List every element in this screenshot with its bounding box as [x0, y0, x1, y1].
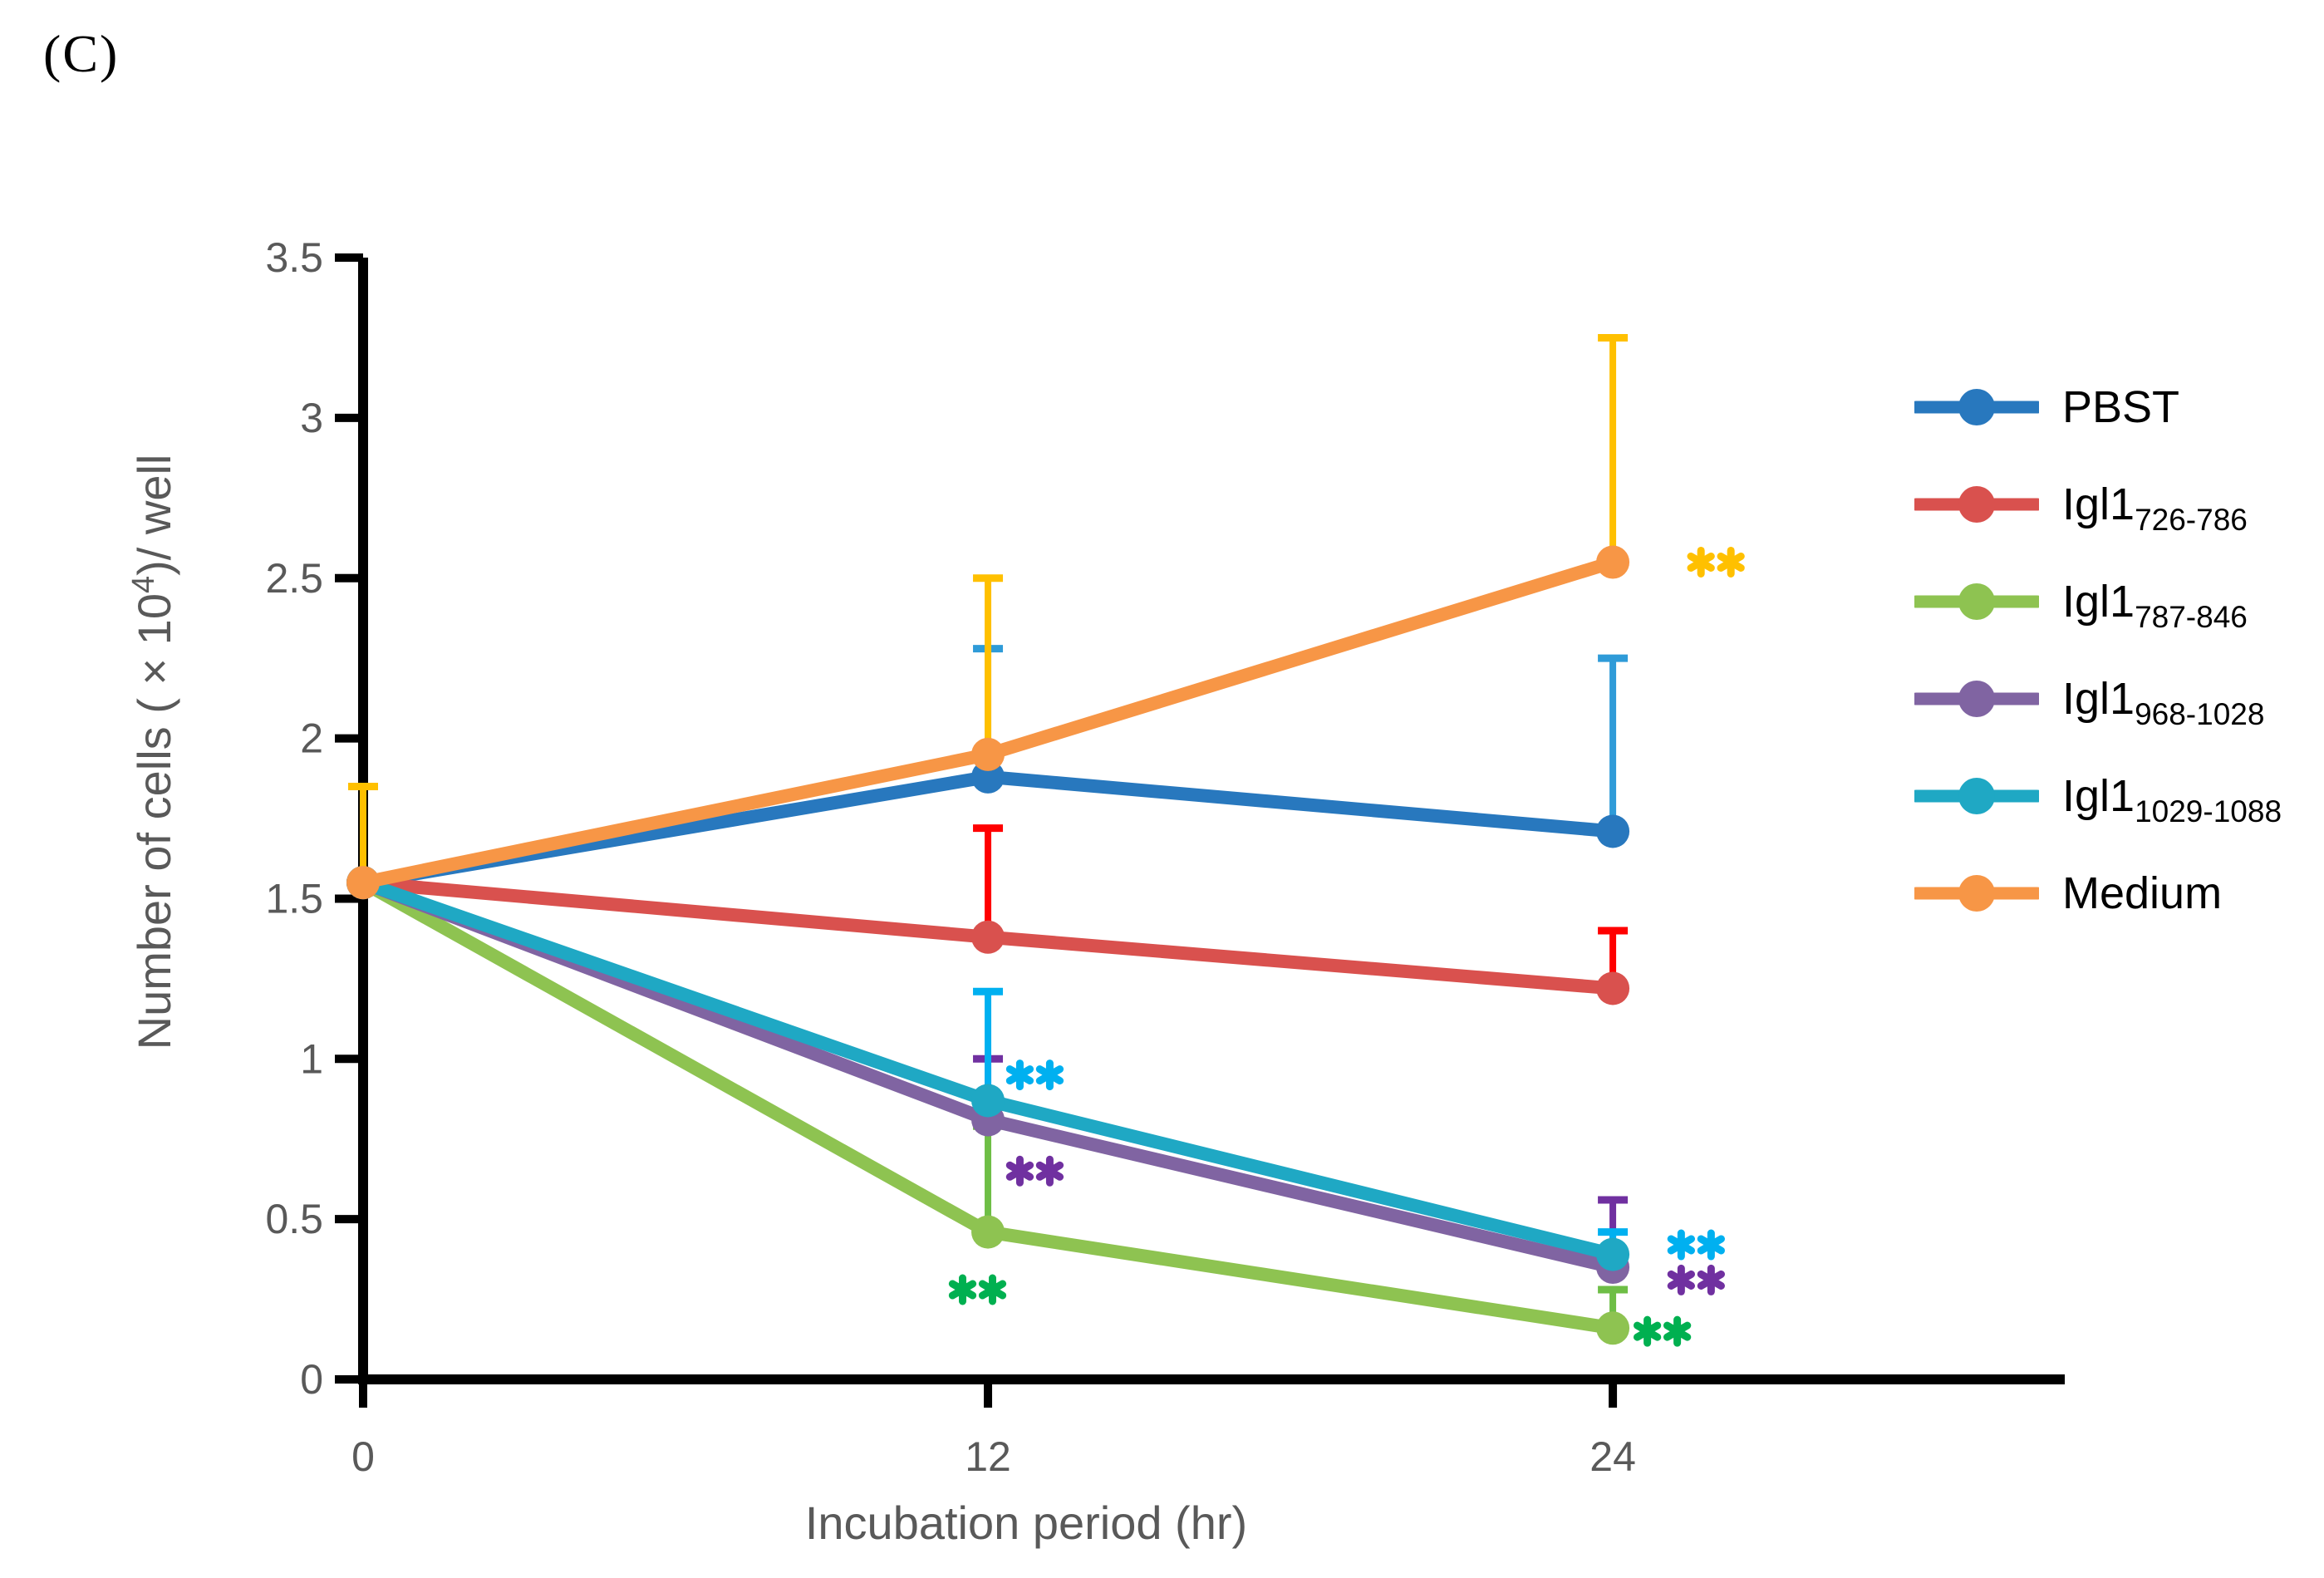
y-tick-label: 2.5	[265, 555, 323, 602]
data-point-Igl1_787-846	[971, 1215, 1005, 1249]
data-point-Medium	[971, 737, 1005, 771]
data-point-Igl1_787-846	[1596, 1311, 1630, 1345]
data-point-Medium	[1596, 545, 1630, 579]
significance-star	[1035, 1161, 1064, 1181]
y-tick-label: 0	[300, 1356, 323, 1403]
panel-label: (C)	[43, 24, 120, 83]
y-tick-label: 1.5	[265, 875, 323, 922]
significance-star	[1667, 1235, 1695, 1255]
x-tick-label: 24	[1589, 1433, 1636, 1480]
x-tick-label: 0	[351, 1433, 375, 1480]
data-point-Igl1_726-786	[971, 920, 1005, 954]
x-axis-title: Incubation period (hr)	[805, 1497, 1247, 1549]
significance-star	[1035, 1065, 1064, 1085]
significance-star	[1633, 1321, 1662, 1341]
significance-star	[1005, 1161, 1034, 1181]
data-point-Igl1_1029-1088	[971, 1084, 1005, 1118]
data-point-Medium	[346, 866, 380, 900]
significance-star	[1717, 552, 1745, 572]
significance-star	[1005, 1065, 1034, 1085]
y-axis-title: Number of cells ( × 104)/ well	[126, 455, 180, 1050]
significance-star	[1667, 1270, 1695, 1290]
significance-star	[948, 1280, 977, 1300]
significance-star	[1697, 1235, 1725, 1255]
data-point-Igl1_726-786	[1596, 971, 1630, 1005]
significance-star	[1663, 1321, 1692, 1341]
data-point-PBST	[1596, 814, 1630, 848]
significance-star	[1697, 1270, 1725, 1290]
x-tick-label: 12	[965, 1433, 1011, 1480]
y-tick-label: 0.5	[265, 1196, 323, 1242]
significance-star	[978, 1280, 1007, 1300]
y-tick-label: 3	[300, 395, 323, 441]
y-tick-label: 3.5	[265, 234, 323, 281]
significance-star	[1687, 552, 1715, 572]
y-tick-label: 1	[300, 1035, 323, 1082]
data-point-Igl1_1029-1088	[1596, 1237, 1630, 1271]
y-tick-label: 2	[300, 715, 323, 762]
